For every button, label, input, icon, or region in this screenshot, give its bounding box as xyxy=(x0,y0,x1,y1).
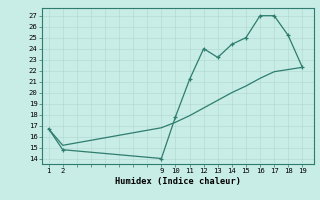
X-axis label: Humidex (Indice chaleur): Humidex (Indice chaleur) xyxy=(115,177,241,186)
